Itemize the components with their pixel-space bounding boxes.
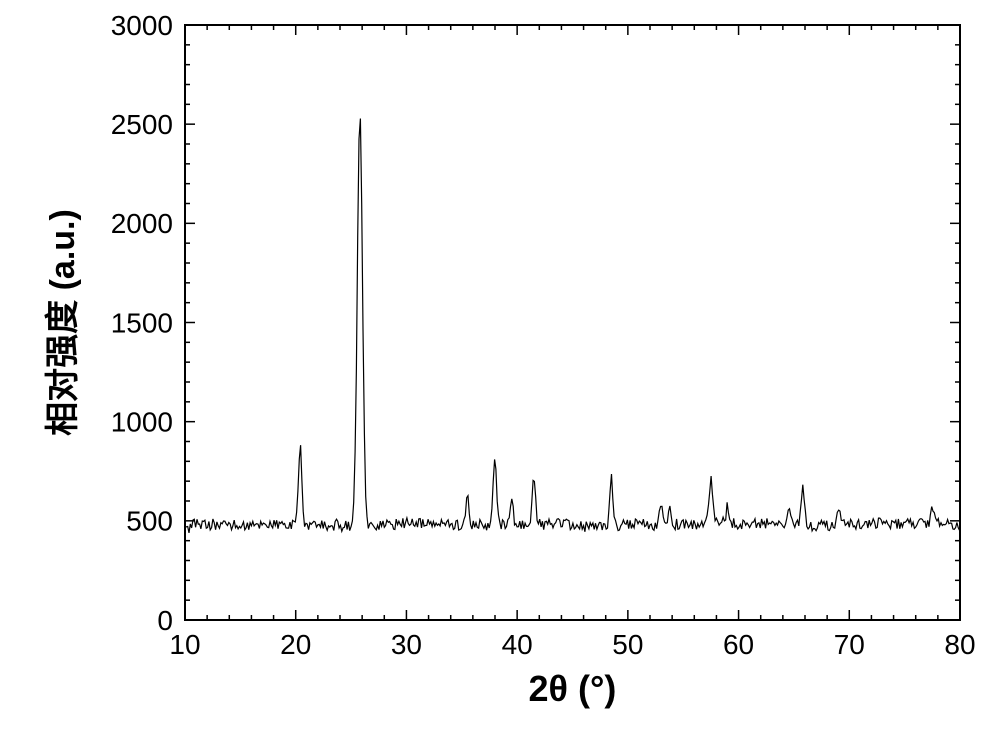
x-tick-label: 10 xyxy=(169,629,200,660)
x-tick-label: 30 xyxy=(391,629,422,660)
y-tick-label: 1000 xyxy=(111,406,173,437)
y-tick-label: 3000 xyxy=(111,10,173,41)
xrd-chart: 10 20 30 40 50 60 70 80 0 500 1000 1500 2000 2500 3000… xyxy=(0,0,1000,734)
y-tick-label: 500 xyxy=(126,506,173,537)
x-tick-label: 80 xyxy=(944,629,975,660)
y-tick-label: 0 xyxy=(157,605,173,636)
y-tick-label: 2500 xyxy=(111,109,173,140)
x-axis-label: 2θ (°) xyxy=(529,668,617,710)
x-tick-label: 40 xyxy=(502,629,533,660)
y-tick-label: 1500 xyxy=(111,307,173,338)
x-tick-label: 20 xyxy=(280,629,311,660)
x-tick-label: 70 xyxy=(834,629,865,660)
chart-svg: 10 20 30 40 50 60 70 80 0 500 1000 1500 2000 2500 3000 xyxy=(0,0,1000,734)
y-tick-label: 2000 xyxy=(111,208,173,239)
y-axis-label: 相对强度 (a.u.) xyxy=(35,209,84,436)
x-tick-label: 60 xyxy=(723,629,754,660)
x-tick-label: 50 xyxy=(612,629,643,660)
